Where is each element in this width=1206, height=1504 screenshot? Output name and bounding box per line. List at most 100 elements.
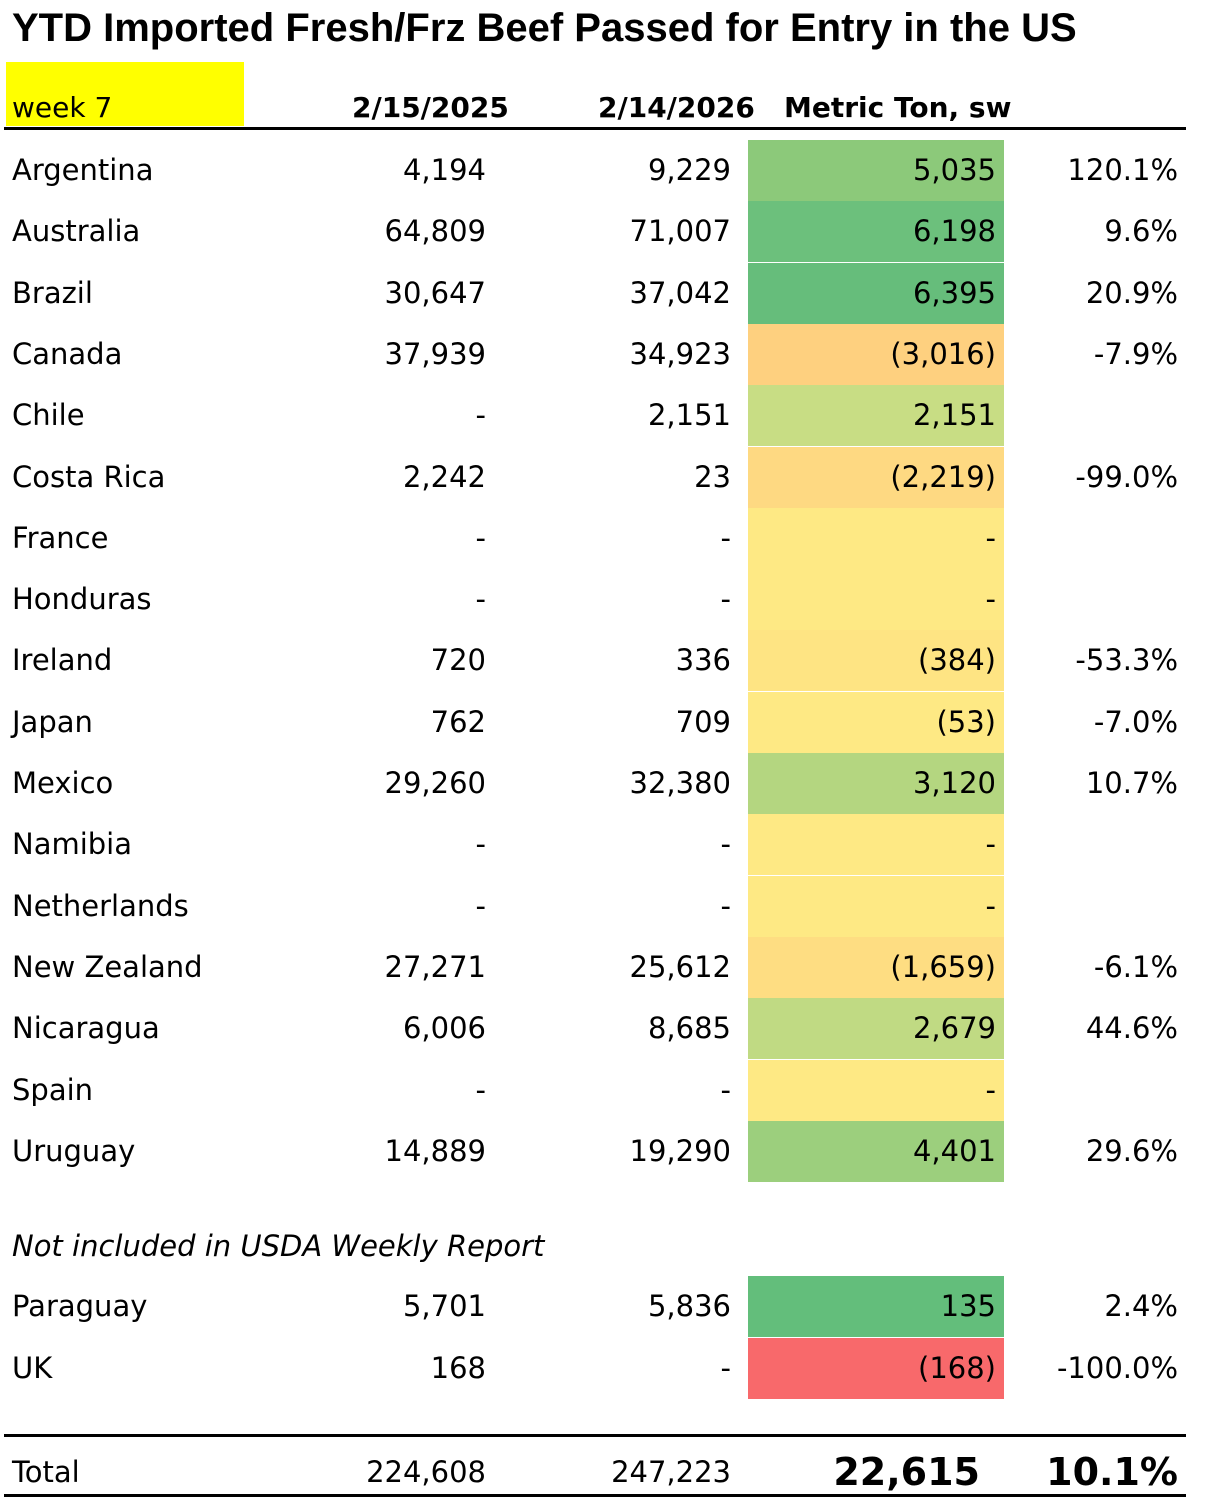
value-curr: 9,229 bbox=[647, 153, 731, 187]
table-row: Uruguay 14,889 19,290 4,401 29.6% bbox=[0, 1120, 1206, 1182]
country-name: Spain bbox=[12, 1072, 94, 1107]
value-pct: 44.6% bbox=[1085, 1011, 1178, 1046]
table-row: New Zealand 27,271 25,612 (1,659) -6.1% bbox=[0, 936, 1206, 998]
country-name: UK bbox=[12, 1350, 53, 1385]
value-curr: - bbox=[720, 582, 731, 617]
country-name: Ireland bbox=[12, 643, 113, 678]
diff-heat-cell bbox=[748, 630, 1004, 692]
diff-heat-cell bbox=[748, 875, 1004, 937]
country-name: Japan bbox=[12, 704, 93, 739]
diff-heat-cell bbox=[748, 1276, 1004, 1337]
country-name: New Zealand bbox=[12, 949, 203, 984]
table-row: Chile - 2,151 2,151 bbox=[0, 385, 1206, 447]
table-row: Japan 762 709 (53) -7.0% bbox=[0, 691, 1206, 753]
value-diff: 135 bbox=[940, 1289, 996, 1323]
value-pct: -100.0% bbox=[1056, 1350, 1178, 1385]
week-label: week 7 bbox=[12, 91, 113, 124]
value-prev: - bbox=[475, 520, 486, 555]
country-name: Canada bbox=[12, 336, 123, 371]
total-label: Total bbox=[12, 1455, 80, 1489]
value-prev: 762 bbox=[430, 704, 486, 739]
diff-heat-cell bbox=[748, 1120, 1004, 1182]
value-curr: 336 bbox=[675, 643, 731, 678]
value-curr: 709 bbox=[675, 704, 731, 739]
value-diff: (3,016) bbox=[890, 336, 996, 371]
value-prev: - bbox=[475, 398, 486, 433]
value-prev: 2,242 bbox=[402, 459, 486, 494]
value-prev: 64,809 bbox=[384, 214, 486, 249]
value-pct: -7.9% bbox=[1093, 336, 1178, 371]
country-name: Honduras bbox=[12, 582, 152, 617]
value-curr: - bbox=[720, 1072, 731, 1107]
diff-heat-cell bbox=[748, 446, 1004, 508]
value-diff: 2,679 bbox=[912, 1011, 996, 1046]
value-curr: 25,612 bbox=[629, 949, 731, 984]
country-name: Argentina bbox=[12, 153, 154, 187]
value-prev: 29,260 bbox=[384, 766, 486, 800]
table-row: Netherlands - - - bbox=[0, 875, 1206, 937]
total-pct: 10.1% bbox=[1046, 1450, 1178, 1494]
section-note: Not included in USDA Weekly Report bbox=[12, 1229, 545, 1263]
table-row: France - - - bbox=[0, 507, 1206, 569]
total-row: Total 224,608 247,223 22,615 10.1% bbox=[0, 1440, 1206, 1498]
table-row: Argentina 4,194 9,229 5,035 120.1% bbox=[0, 140, 1206, 201]
value-pct: 10.7% bbox=[1085, 766, 1178, 800]
value-prev: 37,939 bbox=[384, 336, 486, 371]
value-curr: 34,923 bbox=[629, 336, 731, 371]
value-prev: 30,647 bbox=[384, 275, 486, 310]
header-unit: Metric Ton, sw bbox=[784, 91, 1012, 124]
total-rule-top bbox=[4, 1434, 1186, 1437]
value-prev: - bbox=[475, 1072, 486, 1107]
value-diff: - bbox=[985, 582, 996, 617]
value-diff: 2,151 bbox=[912, 398, 996, 433]
table-row: Namibia - - - bbox=[0, 814, 1206, 876]
value-curr: - bbox=[720, 827, 731, 862]
value-diff: 5,035 bbox=[912, 153, 996, 187]
value-prev: 4,194 bbox=[402, 153, 486, 187]
value-diff: (2,219) bbox=[890, 459, 996, 494]
value-prev: 720 bbox=[430, 643, 486, 678]
country-name: France bbox=[12, 520, 109, 555]
value-pct: 9.6% bbox=[1104, 214, 1178, 249]
value-prev: - bbox=[475, 582, 486, 617]
value-pct: -7.0% bbox=[1093, 704, 1178, 739]
country-name: Costa Rica bbox=[12, 459, 166, 494]
diff-heat-cell bbox=[748, 262, 1004, 324]
value-prev: 14,889 bbox=[384, 1133, 486, 1168]
value-curr: 23 bbox=[694, 459, 731, 494]
value-pct: 2.4% bbox=[1104, 1289, 1178, 1323]
diff-heat-cell bbox=[748, 323, 1004, 385]
country-name: Paraguay bbox=[12, 1289, 148, 1323]
value-pct: -53.3% bbox=[1075, 643, 1178, 678]
value-curr: 71,007 bbox=[629, 214, 731, 249]
diff-heat-cell bbox=[748, 1059, 1004, 1121]
value-diff: 6,198 bbox=[912, 214, 996, 249]
value-curr: 37,042 bbox=[629, 275, 731, 310]
country-name: Brazil bbox=[12, 275, 93, 310]
diff-heat-cell bbox=[748, 140, 1004, 201]
value-diff: - bbox=[985, 888, 996, 923]
value-curr: - bbox=[720, 1350, 731, 1385]
value-prev: 5,701 bbox=[402, 1289, 486, 1323]
table-row: Mexico 29,260 32,380 3,120 10.7% bbox=[0, 753, 1206, 814]
country-name: Uruguay bbox=[12, 1133, 136, 1168]
value-curr: 32,380 bbox=[629, 766, 731, 800]
diff-heat-cell bbox=[748, 814, 1004, 876]
value-diff: - bbox=[985, 827, 996, 862]
table-row: Paraguay 5,701 5,836 135 2.4% bbox=[0, 1276, 1206, 1337]
diff-heat-cell bbox=[748, 507, 1004, 569]
diff-heat-cell bbox=[748, 998, 1004, 1060]
table-row: UK 168 - (168) -100.0% bbox=[0, 1337, 1206, 1399]
value-diff: (384) bbox=[918, 643, 996, 678]
value-curr: 5,836 bbox=[647, 1289, 731, 1323]
value-prev: 168 bbox=[430, 1350, 486, 1385]
diff-heat-cell bbox=[748, 385, 1004, 447]
value-diff: (53) bbox=[936, 704, 996, 739]
diff-heat-cell bbox=[748, 1337, 1004, 1399]
diff-heat-cell bbox=[748, 753, 1004, 814]
country-name: Chile bbox=[12, 398, 85, 433]
value-prev: 6,006 bbox=[402, 1011, 486, 1046]
table-row: Ireland 720 336 (384) -53.3% bbox=[0, 630, 1206, 692]
country-name: Mexico bbox=[12, 766, 114, 800]
country-name: Netherlands bbox=[12, 888, 189, 923]
